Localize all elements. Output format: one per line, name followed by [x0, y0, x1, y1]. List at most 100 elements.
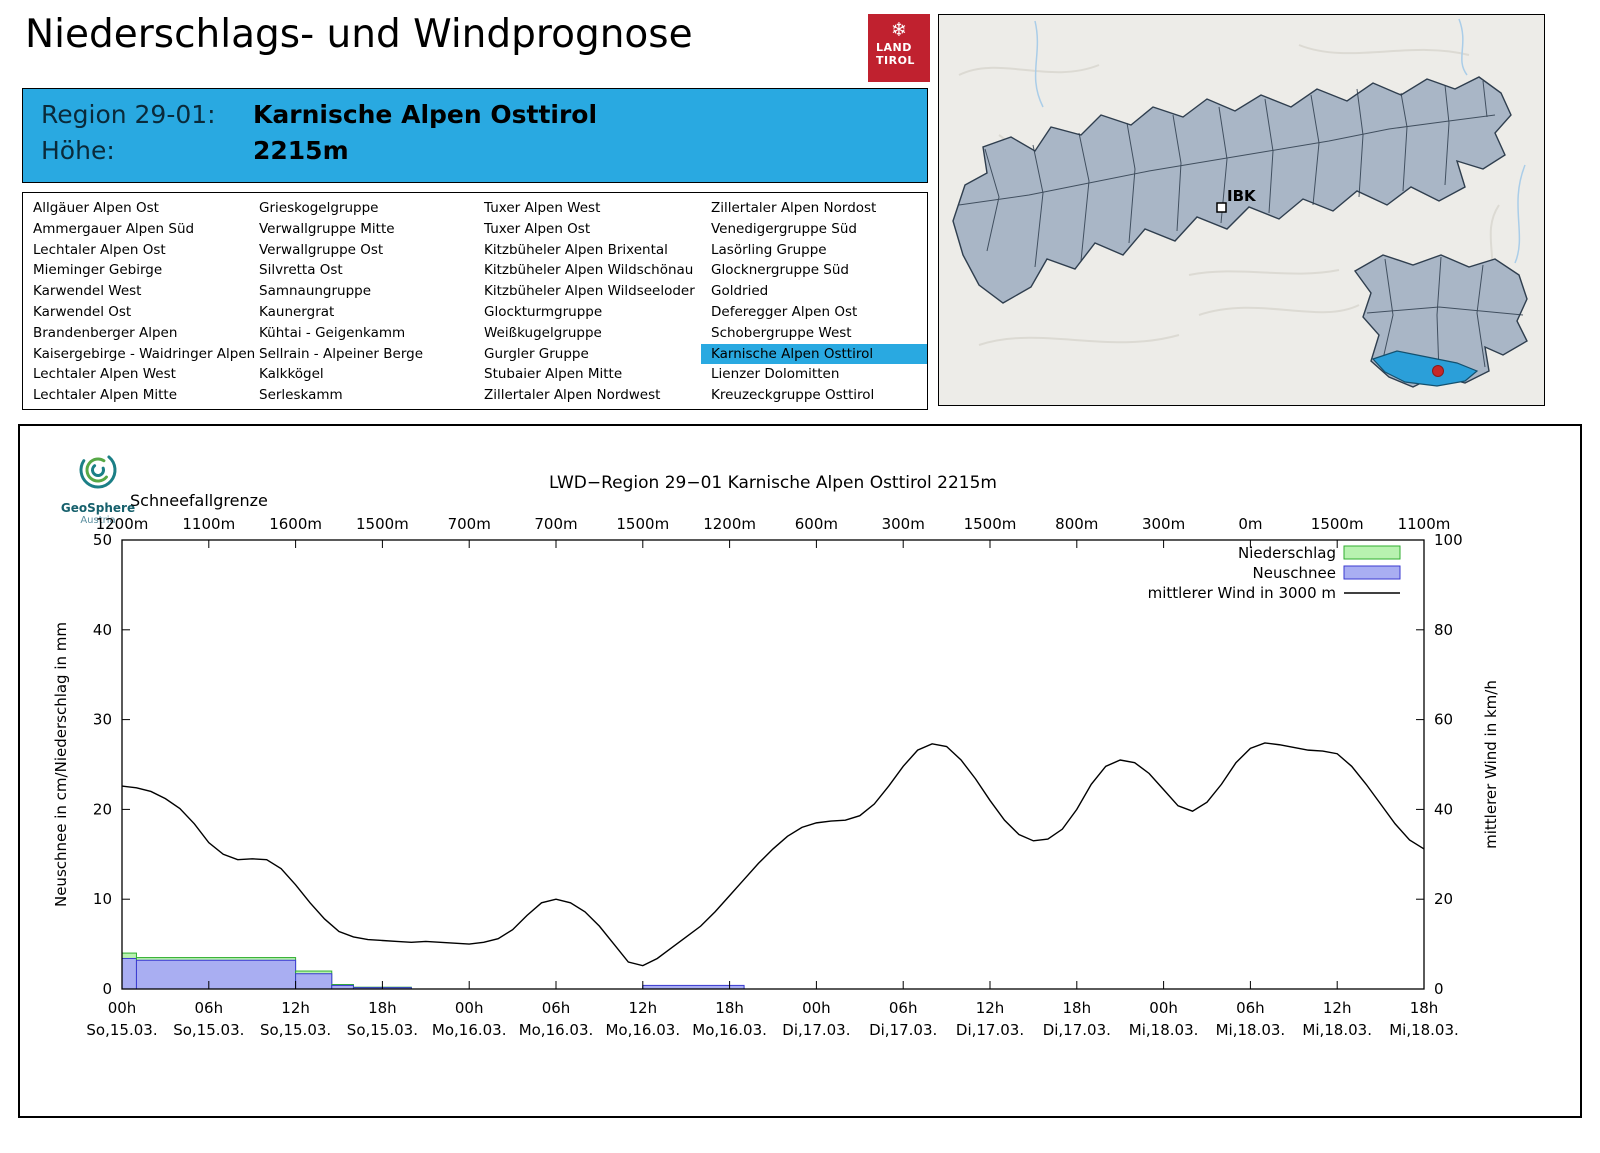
- region-list-item[interactable]: Ammergauer Alpen Süd: [33, 220, 195, 237]
- land-tirol-logo-text-1: LAND: [876, 41, 912, 54]
- region-list-item[interactable]: Tuxer Alpen Ost: [484, 220, 591, 237]
- selected-region-shape[interactable]: [1371, 350, 1479, 387]
- ibk-label: IBK: [1227, 187, 1257, 205]
- region-list-item[interactable]: Tuxer Alpen West: [484, 200, 601, 216]
- x-tick-day: Di,17.03.: [782, 1021, 850, 1039]
- region-list-item[interactable]: Verwallgruppe Ost: [259, 241, 384, 258]
- region-list-item[interactable]: Gurgler Gruppe: [484, 345, 589, 362]
- legend-label: Neuschnee: [1253, 564, 1337, 582]
- region-list-item[interactable]: Kreuzeckgruppe Osttirol: [711, 387, 875, 404]
- region-list-item[interactable]: Goldried: [711, 283, 769, 300]
- north-tirol-shape: [952, 76, 1512, 304]
- snowline-value: 300m: [882, 515, 925, 533]
- region-list-item[interactable]: Karwendel Ost: [33, 303, 132, 320]
- region-list-item[interactable]: Kitzbüheler Alpen Wildseeloder: [484, 283, 695, 300]
- x-tick-hour: 00h: [1149, 999, 1178, 1017]
- snowline-value: 600m: [795, 515, 838, 533]
- region-list-item[interactable]: Zillertaler Alpen Nordost: [711, 200, 877, 216]
- legend-swatch: [1343, 545, 1401, 560]
- snowline-value: 1500m: [356, 515, 409, 533]
- x-tick-hour: 12h: [629, 999, 658, 1017]
- region-list-item[interactable]: Kaisergebirge - Waidringer Alpen: [33, 345, 256, 362]
- region-list-item[interactable]: Kühtai - Geigenkamm: [259, 324, 406, 341]
- legend-swatch: [1343, 565, 1401, 580]
- ibk-marker: [1216, 202, 1227, 213]
- region-list-item[interactable]: Lechtaler Alpen Ost: [33, 241, 166, 258]
- wind-line: [121, 742, 1425, 967]
- river-lines: [1034, 18, 1526, 264]
- terrain-shading: [958, 44, 1500, 346]
- region-list-item[interactable]: Lechtaler Alpen Mitte: [33, 387, 178, 404]
- region-list-item[interactable]: Mieminger Gebirge: [33, 262, 163, 279]
- forecast-chart: GeoSphere Austria LWD−Region 29−01 Karni…: [18, 424, 1582, 1118]
- region-list-item[interactable]: Allgäuer Alpen Ost: [33, 200, 159, 216]
- snowline-value: 1500m: [964, 515, 1017, 533]
- region-list-item[interactable]: Sellrain - Alpeiner Berge: [259, 345, 424, 362]
- geosphere-logo-subtext: Austria: [80, 515, 116, 526]
- snowline-value: 1600m: [269, 515, 322, 533]
- region-list-item[interactable]: Kalkkögel: [259, 366, 324, 383]
- x-tick-hour: 18h: [1410, 999, 1439, 1017]
- x-tick-day: Mo,16.03.: [432, 1021, 507, 1039]
- snowline-value: 1500m: [1311, 515, 1364, 533]
- region-list-item[interactable]: Karnische Alpen Osttirol: [701, 343, 927, 365]
- region-list-item[interactable]: Grieskogelgruppe: [259, 200, 379, 216]
- region-label: Region 29-01:: [41, 100, 216, 129]
- district-borders-east: [1366, 256, 1524, 374]
- chart-title: LWD−Region 29−01 Karnische Alpen Osttiro…: [549, 473, 997, 493]
- snowline-value: 0m: [1238, 515, 1262, 533]
- x-tick-hour: 06h: [542, 999, 571, 1017]
- geosphere-logo-text: GeoSphere: [60, 501, 136, 515]
- x-tick-day: Di,17.03.: [869, 1021, 937, 1039]
- snowline-label: Schneefallgrenze: [130, 491, 268, 510]
- y-tick-right: 20: [1434, 890, 1453, 908]
- land-tirol-logo: ❄ LAND TIROL: [868, 14, 930, 82]
- region-list: Allgäuer Alpen Ost Ammergauer Alpen Süd Le…: [22, 192, 928, 410]
- tirol-map[interactable]: IBK: [938, 14, 1545, 406]
- y-axis-label-right: mittlerer Wind in km/h: [1482, 680, 1500, 849]
- snowline-value: 300m: [1142, 515, 1185, 533]
- region-list-item[interactable]: Samnaungruppe: [259, 283, 372, 300]
- page-title: Niederschlags- und Windprognose: [25, 12, 693, 57]
- altitude-value: 2215m: [253, 136, 349, 165]
- snowline-value: 700m: [534, 515, 577, 533]
- x-tick-day: Mi,18.03.: [1302, 1021, 1372, 1039]
- legend-label: mittlerer Wind in 3000 m: [1148, 584, 1336, 602]
- region-list-item[interactable]: Schobergruppe West: [711, 324, 852, 341]
- snow-bar: [295, 973, 333, 990]
- snowline-value: 1200m: [96, 515, 149, 533]
- y-tick-right: 0: [1434, 980, 1444, 998]
- region-list-item[interactable]: Lienzer Dolomitten: [711, 366, 840, 383]
- region-list-item[interactable]: Karwendel West: [33, 283, 142, 300]
- region-list-item[interactable]: Lasörling Gruppe: [711, 241, 827, 258]
- region-list-item[interactable]: Kitzbüheler Alpen Wildschönau: [484, 262, 694, 279]
- geosphere-logo: GeoSphere Austria: [50, 446, 146, 527]
- region-list-item[interactable]: Zillertaler Alpen Nordwest: [484, 387, 661, 404]
- region-list-item[interactable]: Verwallgruppe Mitte: [259, 220, 395, 237]
- region-list-item[interactable]: Brandenberger Alpen: [33, 324, 178, 341]
- x-tick-day: So,15.03.: [260, 1021, 331, 1039]
- region-list-item[interactable]: Serleskamm: [259, 387, 343, 404]
- region-list-item[interactable]: Weißkugelgruppe: [484, 324, 602, 341]
- y-tick-left: 0: [102, 980, 112, 998]
- x-tick-day: Mo,16.03.: [692, 1021, 767, 1039]
- x-tick-day: So,15.03.: [86, 1021, 157, 1039]
- y-tick-right: 80: [1434, 621, 1453, 639]
- snowline-value: 700m: [448, 515, 491, 533]
- region-list-item[interactable]: Silvretta Ost: [259, 262, 343, 279]
- x-tick-hour: 06h: [195, 999, 224, 1017]
- region-list-item[interactable]: Glockturmgruppe: [484, 303, 603, 320]
- x-tick-hour: 06h: [889, 999, 918, 1017]
- land-tirol-logo-text-2: TIROL: [876, 54, 915, 67]
- x-tick-hour: 18h: [368, 999, 397, 1017]
- region-list-item[interactable]: Kaunergrat: [259, 303, 335, 320]
- region-list-item[interactable]: Venedigergruppe Süd: [711, 220, 857, 237]
- y-tick-left: 50: [93, 531, 112, 549]
- region-list-item[interactable]: Deferegger Alpen Ost: [711, 303, 858, 320]
- region-list-item[interactable]: Lechtaler Alpen West: [33, 366, 176, 383]
- region-list-item[interactable]: Kitzbüheler Alpen Brixental: [484, 241, 668, 258]
- x-tick-day: So,15.03.: [173, 1021, 244, 1039]
- region-list-item[interactable]: Stubaier Alpen Mitte: [484, 366, 623, 383]
- snowline-value: 1100m: [1398, 515, 1451, 533]
- region-list-item[interactable]: Glocknergruppe Süd: [711, 262, 849, 279]
